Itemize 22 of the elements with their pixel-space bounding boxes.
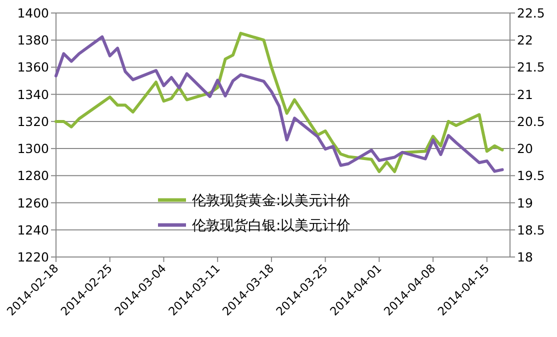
y-tick-label: 1400 (17, 6, 50, 20)
y2-tick-label: 21 (517, 86, 533, 102)
y-tick-label: 1220 (17, 250, 50, 264)
y2-tick-label: 18 (517, 250, 533, 264)
y2-tick-label: 20.5 (517, 114, 545, 129)
y-tick-label: 1280 (17, 168, 50, 184)
y-tick-label: 1320 (17, 114, 50, 129)
y-tick-label: 1340 (17, 86, 50, 102)
y2-tick-label: 21.5 (517, 60, 545, 75)
legend-label: 伦敦现货白银:以美元计价 (192, 218, 351, 234)
y-tick-label: 1240 (17, 222, 50, 238)
y2-tick-label: 20 (517, 141, 533, 156)
y2-tick-label: 22 (517, 32, 533, 48)
y-tick-label: 1300 (17, 141, 50, 156)
y2-tick-label: 22.5 (517, 6, 545, 20)
y2-tick-label: 19 (517, 195, 533, 210)
legend-label: 伦敦现货黄金:以美元计价 (192, 193, 351, 209)
y2-tick-label: 18.5 (517, 222, 545, 238)
y-tick-label: 1360 (17, 60, 50, 75)
y-tick-label: 1380 (17, 32, 50, 48)
y-tick-label: 1260 (17, 195, 50, 210)
y2-tick-label: 19.5 (517, 168, 545, 184)
